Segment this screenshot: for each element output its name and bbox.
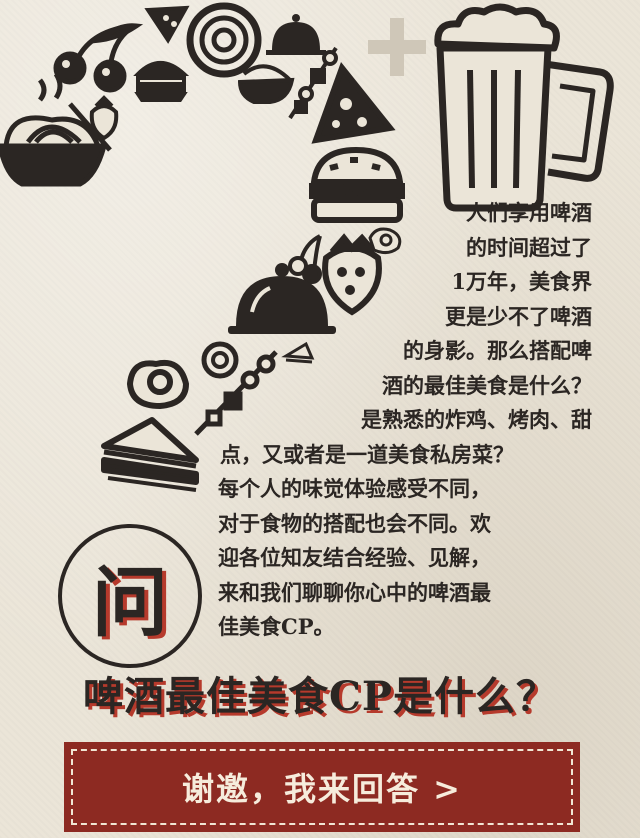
intro-line: 1万年，美食界: [451, 269, 592, 294]
answer-button[interactable]: 谢邀，我来回答 >: [64, 742, 580, 832]
strawberry-icon: [89, 95, 119, 141]
kebab-icon: [194, 350, 278, 436]
intro-line: 佳美食CP。: [218, 614, 335, 639]
intro-line: 酒的最佳美食是什么？: [382, 372, 592, 398]
intro-paragraph: 人们享用啤酒 的时间超过了 1万年，美食界 更是少不了啤酒 的身影。那么搭配啤 …: [200, 196, 592, 645]
strawberry-icon: [322, 233, 382, 316]
sandwich-icon: [281, 341, 315, 364]
cherries-icon: [53, 23, 144, 93]
burger-icon: [133, 61, 190, 102]
fried-egg-icon: [368, 227, 402, 255]
donut-icon: [201, 341, 239, 379]
question-badge: 问: [58, 524, 202, 668]
intro-line: 是熟悉的炸鸡、烤肉、甜: [361, 407, 592, 432]
intro-line: 来和我们聊聊你心中的啤酒最: [218, 579, 491, 605]
intro-line: 每个人的味觉体验感受不同，: [218, 476, 491, 501]
pizza-slice-icon: [144, 5, 190, 44]
question-glyph: 问: [92, 558, 168, 647]
noodle-bowl-icon: [0, 72, 112, 187]
intro-line: 对于食物的搭配也会不同。欢: [218, 510, 491, 536]
fried-egg-icon: [126, 360, 190, 410]
beer-mug-icon: [434, 3, 614, 212]
kebab-icon: [288, 46, 338, 120]
cherries-icon: [288, 234, 322, 284]
intro-line: 的时间超过了: [466, 234, 592, 260]
intro-line: 迎各位知友结合经验、见解，: [218, 545, 491, 570]
intro-line: 点，又或者是一道美食私房菜？: [220, 441, 514, 467]
burger-icon: [309, 146, 405, 223]
plus-icon: [368, 18, 426, 76]
answer-button-label: 谢邀，我来回答 >: [182, 770, 462, 808]
intro-line: 更是少不了啤酒: [445, 303, 592, 329]
sandwich-icon: [101, 417, 199, 492]
donut-icon: [186, 2, 262, 78]
intro-line: 人们享用啤酒: [466, 200, 592, 225]
question-headline: 啤酒最佳美食CP是什么？: [83, 673, 557, 720]
noodle-bowl-icon: [237, 64, 295, 104]
intro-line: 的身影。那么搭配啤: [403, 338, 592, 363]
pizza-slice-icon: [311, 61, 396, 144]
food-cloche-icon: [228, 263, 336, 334]
food-cloche-icon: [266, 14, 326, 55]
